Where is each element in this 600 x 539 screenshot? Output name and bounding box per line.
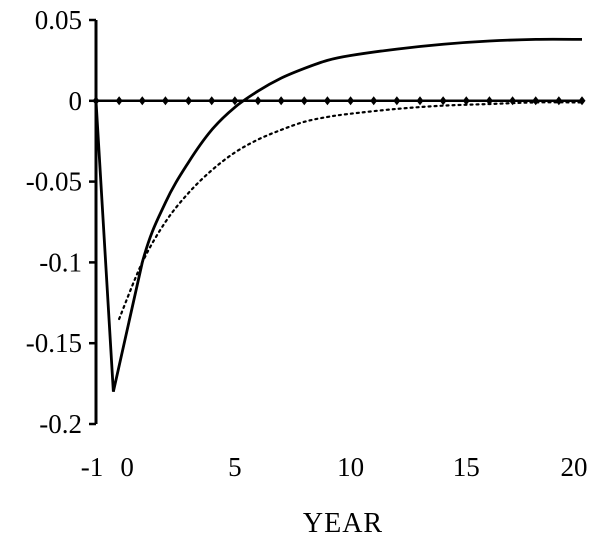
diamond-marker <box>485 96 493 106</box>
x-tick-label: 15 <box>453 452 480 482</box>
axes-layer <box>89 18 582 426</box>
x-tick-label: 10 <box>337 452 364 482</box>
diamond-marker <box>439 96 447 106</box>
diamond-marker <box>92 96 100 106</box>
diamond-marker <box>578 96 586 106</box>
diamond-marker <box>532 96 540 106</box>
series-layer <box>92 37 586 392</box>
diamond-marker <box>231 96 239 106</box>
x-tick-label: 0 <box>120 452 134 482</box>
y-tick-label: -0.2 <box>39 409 82 439</box>
diamond-marker <box>138 96 146 106</box>
diamond-marker <box>277 96 285 106</box>
diamond-marker <box>208 96 216 106</box>
y-tick-label: -0.1 <box>39 247 82 277</box>
y-tick-label: -0.15 <box>26 328 82 358</box>
solid-series-line <box>94 37 583 392</box>
diamond-marker <box>509 96 517 106</box>
x-tick-labels: -1 0 5 10 15 20 <box>81 452 588 482</box>
x-tick-label: 5 <box>228 452 242 482</box>
y-tick-label: -0.05 <box>26 167 82 197</box>
diamond-marker <box>462 96 470 106</box>
x-axis-title: YEAR <box>303 508 383 539</box>
diamond-marker <box>300 96 308 106</box>
diamond-marker <box>347 96 355 106</box>
diamond-marker <box>370 96 378 106</box>
y-tick-label: 0.05 <box>35 5 82 35</box>
x-tick-label: -1 <box>81 452 104 482</box>
diamond-marker <box>555 96 563 106</box>
diamond-marker <box>161 96 169 106</box>
diamond-marker <box>185 96 193 106</box>
diamond-marker <box>393 96 401 106</box>
y-tick-label: 0 <box>69 86 83 116</box>
x-tick-label: 20 <box>561 452 588 482</box>
diamond-marker <box>323 96 331 106</box>
marker-series <box>92 96 586 106</box>
diamond-marker <box>254 96 262 106</box>
dotted-series-line <box>118 101 584 321</box>
diamond-marker <box>416 96 424 106</box>
y-tick-labels: 0.05 0 -0.05 -0.1 -0.15 -0.2 <box>26 5 82 439</box>
diamond-marker <box>115 96 123 106</box>
